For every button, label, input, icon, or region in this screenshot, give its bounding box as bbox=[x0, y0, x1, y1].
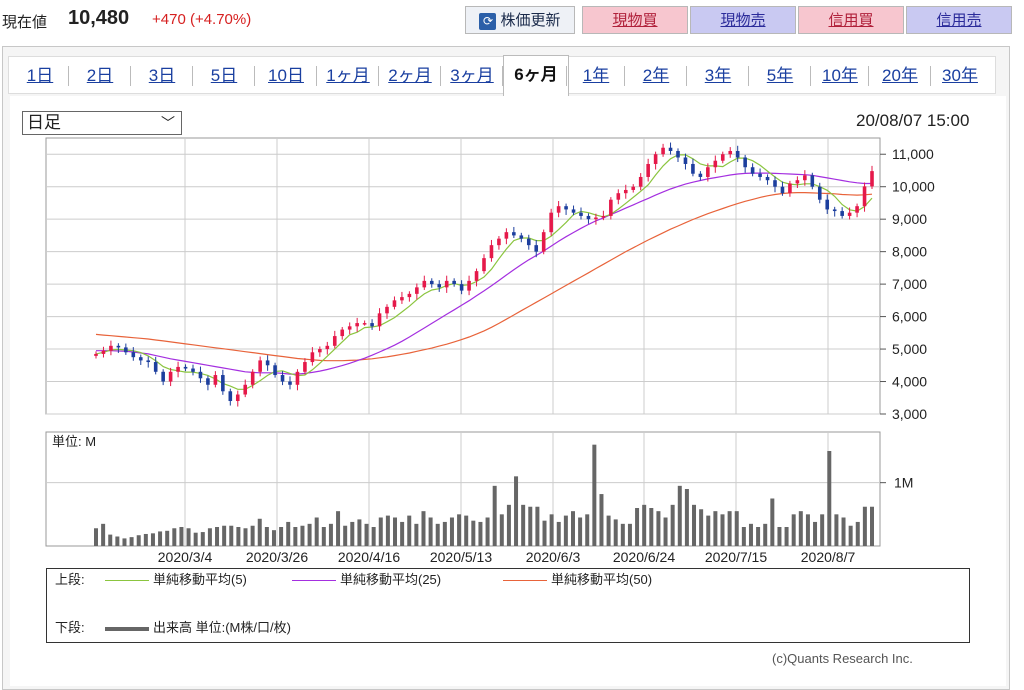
tab-9[interactable]: 1年 bbox=[582, 66, 610, 85]
chevron-down-icon: ﹀ bbox=[161, 115, 175, 131]
chart-legend: 上段: 単純移動平均(5) 単純移動平均(25) 単純移動平均(50) 下段: … bbox=[46, 568, 970, 643]
tab-separator bbox=[254, 66, 255, 86]
tab-10[interactable]: 2年 bbox=[642, 66, 670, 85]
spot-sell-button[interactable]: 現物売 bbox=[690, 6, 796, 34]
tab-6[interactable]: 2ヶ月 bbox=[388, 66, 432, 85]
legend-ma50: 単純移動平均(50) bbox=[503, 571, 652, 589]
tab-separator bbox=[810, 66, 811, 86]
legend-upper-label: 上段: bbox=[55, 572, 85, 587]
margin-buy-button[interactable]: 信用買 bbox=[798, 6, 904, 34]
copyright: (c)Quants Research Inc. bbox=[772, 651, 913, 666]
legend-volume-label: 出来高 単位:(M株/口/枚) bbox=[153, 620, 291, 635]
refresh-icon: ⟳ bbox=[479, 12, 497, 30]
tab-4[interactable]: 10日 bbox=[268, 66, 304, 85]
tab-14[interactable]: 20年 bbox=[882, 66, 918, 85]
legend-ma50-line bbox=[503, 580, 547, 582]
period-tabs: 1日 2日 3日 5日 10日 1ヶ月 2ヶ月 3ヶ月 6ヶ月 1年 2年 3年 5年 10年 20年 30年 bbox=[8, 55, 996, 96]
tab-12[interactable]: 5年 bbox=[766, 66, 794, 85]
tab-2[interactable]: 3日 bbox=[148, 66, 176, 85]
tab-11[interactable]: 3年 bbox=[704, 66, 732, 85]
tab-separator bbox=[624, 66, 625, 86]
tab-separator bbox=[192, 66, 193, 86]
tab-separator bbox=[440, 66, 441, 86]
legend-lower-label: 下段: bbox=[55, 620, 85, 635]
price-change: +470 (+4.70%) bbox=[152, 11, 252, 28]
refresh-price-button[interactable]: ⟳ 株価更新 bbox=[465, 6, 575, 34]
current-price-label: 現在値 bbox=[2, 14, 48, 31]
margin-sell-button[interactable]: 信用売 bbox=[906, 6, 1012, 34]
tab-separator bbox=[130, 66, 131, 86]
tab-7[interactable]: 3ヶ月 bbox=[450, 66, 494, 85]
refresh-price-label: 株価更新 bbox=[500, 12, 561, 29]
tab-separator bbox=[68, 66, 69, 86]
tab-13[interactable]: 10年 bbox=[822, 66, 858, 85]
legend-volume: 出来高 単位:(M株/口/枚) bbox=[105, 619, 291, 637]
legend-ma25-label: 単純移動平均(25) bbox=[340, 572, 442, 587]
tab-separator bbox=[566, 66, 567, 86]
chart-timestamp: 20/08/07 15:00 bbox=[856, 111, 970, 130]
tab-3[interactable]: 5日 bbox=[210, 66, 238, 85]
legend-ma25: 単純移動平均(25) bbox=[292, 571, 441, 589]
tab-separator bbox=[316, 66, 317, 86]
tab-separator bbox=[930, 66, 931, 86]
legend-ma50-label: 単純移動平均(50) bbox=[551, 572, 653, 587]
tab-separator bbox=[502, 66, 503, 86]
top-bar: 現在値 10,480 +470 (+4.70%) ⟳ 株価更新 現物買 現物売 信… bbox=[0, 0, 1024, 40]
interval-select[interactable]: 日足 ﹀ bbox=[22, 111, 182, 135]
current-price-value: 10,480 bbox=[68, 7, 130, 29]
interval-select-value: 日足 bbox=[27, 113, 61, 132]
tab-1[interactable]: 2日 bbox=[86, 66, 114, 85]
tab-separator bbox=[748, 66, 749, 86]
legend-volume-line bbox=[105, 626, 149, 631]
tab-separator bbox=[686, 66, 687, 86]
tab-5[interactable]: 1ヶ月 bbox=[326, 66, 370, 85]
legend-ma5-line bbox=[105, 580, 149, 582]
legend-ma25-line bbox=[292, 580, 336, 582]
tab-separator bbox=[868, 66, 869, 86]
spot-buy-button[interactable]: 現物買 bbox=[582, 6, 688, 34]
tab-8[interactable]: 6ヶ月 bbox=[503, 55, 569, 96]
legend-ma5: 単純移動平均(5) bbox=[105, 571, 247, 589]
tab-separator bbox=[378, 66, 379, 86]
tab-0[interactable]: 1日 bbox=[26, 66, 54, 85]
legend-ma5-label: 単純移動平均(5) bbox=[153, 572, 247, 587]
tab-15[interactable]: 30年 bbox=[942, 66, 978, 85]
